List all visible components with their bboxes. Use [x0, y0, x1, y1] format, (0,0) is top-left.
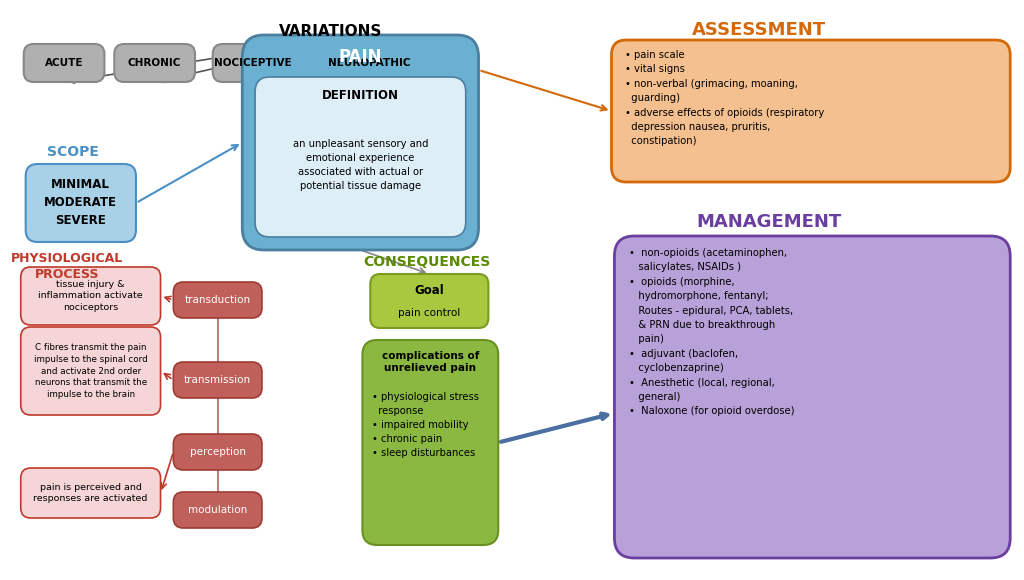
FancyBboxPatch shape [614, 236, 1011, 558]
Text: • pain scale
• vital signs
• non-verbal (grimacing, moaning,
  guarding)
• adver: • pain scale • vital signs • non-verbal … [626, 50, 824, 146]
Text: PAIN: PAIN [339, 48, 382, 66]
FancyBboxPatch shape [20, 327, 161, 415]
Text: CONSEQUENCES: CONSEQUENCES [364, 255, 490, 269]
FancyBboxPatch shape [611, 40, 1011, 182]
Text: complications of
unrelieved pain: complications of unrelieved pain [382, 351, 479, 373]
FancyBboxPatch shape [255, 77, 466, 237]
Text: transduction: transduction [184, 295, 251, 305]
Text: ACUTE: ACUTE [45, 58, 83, 68]
FancyBboxPatch shape [243, 35, 478, 250]
Text: MANAGEMENT: MANAGEMENT [696, 213, 842, 231]
FancyBboxPatch shape [371, 274, 488, 328]
Text: • physiological stress
  response
• impaired mobility
• chronic pain
• sleep dis: • physiological stress response • impair… [373, 392, 479, 458]
FancyBboxPatch shape [173, 362, 262, 398]
Text: ASSESSMENT: ASSESSMENT [692, 21, 826, 39]
Text: C fibres transmit the pain
impulse to the spinal cord
and activate 2nd order
neu: C fibres transmit the pain impulse to th… [34, 343, 147, 399]
FancyBboxPatch shape [20, 468, 161, 518]
FancyBboxPatch shape [362, 340, 499, 545]
FancyBboxPatch shape [24, 44, 104, 82]
Text: •  non-opioids (acetaminophen,
   salicylates, NSAIDs )
•  opioids (morphine,
  : • non-opioids (acetaminophen, salicylate… [629, 248, 795, 416]
Text: pain control: pain control [398, 308, 461, 318]
Text: tissue injury &
inflammation activate
nociceptors: tissue injury & inflammation activate no… [38, 280, 143, 312]
Text: CHRONIC: CHRONIC [128, 58, 181, 68]
FancyBboxPatch shape [173, 492, 262, 528]
Text: transmission: transmission [184, 375, 251, 385]
Text: VARIATIONS: VARIATIONS [280, 24, 383, 39]
Text: PHYSIOLOGICAL
PROCESS: PHYSIOLOGICAL PROCESS [11, 252, 123, 281]
FancyBboxPatch shape [115, 44, 195, 82]
Text: Goal: Goal [415, 284, 444, 297]
FancyBboxPatch shape [26, 164, 136, 242]
Text: DEFINITION: DEFINITION [322, 89, 399, 101]
Text: NEUROPATHIC: NEUROPATHIC [328, 58, 411, 68]
Text: SCOPE: SCOPE [47, 145, 99, 159]
Text: modulation: modulation [188, 505, 247, 515]
Text: NOCICEPTIVE: NOCICEPTIVE [214, 58, 292, 68]
Text: pain is perceived and
responses are activated: pain is perceived and responses are acti… [34, 483, 147, 503]
Text: perception: perception [189, 447, 246, 457]
FancyBboxPatch shape [213, 44, 294, 82]
Text: an unpleasant sensory and
emotional experience
associated with actual or
potenti: an unpleasant sensory and emotional expe… [293, 139, 428, 191]
Text: MINIMAL
MODERATE
SEVERE: MINIMAL MODERATE SEVERE [44, 179, 118, 227]
FancyBboxPatch shape [173, 434, 262, 470]
FancyBboxPatch shape [173, 282, 262, 318]
FancyBboxPatch shape [20, 267, 161, 325]
FancyBboxPatch shape [329, 44, 410, 82]
